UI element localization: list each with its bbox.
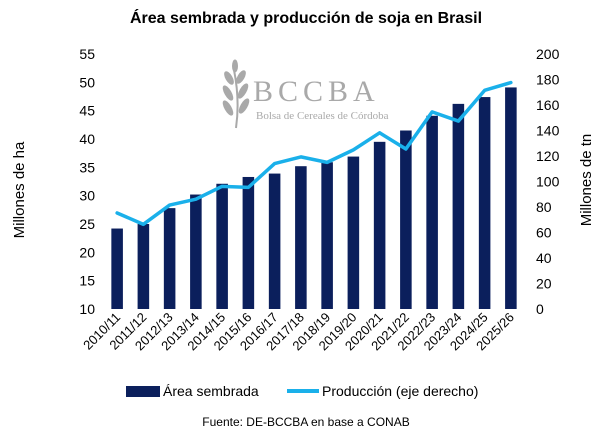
y-tick-right: 140 xyxy=(536,123,560,139)
bar xyxy=(163,208,176,309)
bar xyxy=(400,130,412,309)
y-tick-left: 30 xyxy=(79,188,95,204)
bar xyxy=(242,176,255,309)
y-tick-left: 50 xyxy=(79,74,95,90)
legend-label-area: Área sembrada xyxy=(163,383,259,399)
chart-title: Área sembrada y producción de soja en Br… xyxy=(130,8,482,27)
y-tick-right: 40 xyxy=(536,250,552,266)
y-axis-left: 10 15 20 25 30 35 40 45 50 55 xyxy=(79,46,95,317)
y-tick-right: 20 xyxy=(536,276,552,292)
bar xyxy=(216,183,228,309)
y-tick-right: 160 xyxy=(536,97,560,113)
line-group xyxy=(115,80,513,227)
bars-group xyxy=(111,87,517,310)
bar xyxy=(295,166,307,309)
y-tick-left: 10 xyxy=(79,301,95,317)
y-axis-left-label: Millones de ha xyxy=(11,141,28,238)
y-tick-right: 120 xyxy=(536,148,560,164)
y-tick-left: 45 xyxy=(79,103,95,119)
y-tick-right: 0 xyxy=(536,301,544,317)
bar xyxy=(111,228,123,309)
watermark-name: BCCBA xyxy=(253,75,380,108)
y-tick-left: 35 xyxy=(79,159,95,175)
wheat-icon xyxy=(222,59,250,129)
y-axis-right-label: Millones de tn xyxy=(578,134,595,227)
legend-label-production: Producción (eje derecho) xyxy=(322,383,478,399)
source-note: Fuente: DE-BCCBA en base a CONAB xyxy=(202,415,409,429)
bar xyxy=(426,115,438,310)
y-tick-right: 200 xyxy=(536,46,560,62)
bar xyxy=(268,173,281,309)
y-tick-left: 15 xyxy=(79,273,95,289)
watermark: BCCBA Bolsa de Cereales de Córdoba xyxy=(222,59,389,129)
y-tick-left: 20 xyxy=(79,244,95,260)
watermark-subtitle: Bolsa de Cereales de Córdoba xyxy=(256,110,389,122)
y-tick-left: 25 xyxy=(79,216,95,232)
x-axis: 2010/112011/122012/132013/142014/152015/… xyxy=(80,310,517,354)
y-tick-right: 80 xyxy=(536,199,552,215)
bar xyxy=(347,156,360,309)
y-tick-right: 60 xyxy=(536,225,552,241)
bar xyxy=(137,224,150,309)
y-tick-left: 40 xyxy=(79,131,95,147)
y-axis-right: 0 20 40 60 80 100 120 140 160 180 200 xyxy=(536,46,560,317)
bar xyxy=(190,194,202,309)
bar xyxy=(505,87,517,310)
production-line xyxy=(115,80,513,227)
legend-swatch-area xyxy=(126,386,160,397)
bar xyxy=(452,103,465,310)
y-tick-left: 55 xyxy=(79,46,95,62)
y-tick-right: 180 xyxy=(536,72,560,88)
bar xyxy=(321,162,333,309)
legend: Área sembrada Producción (eje derecho) xyxy=(126,383,478,399)
bar xyxy=(373,141,386,309)
bar xyxy=(478,97,491,309)
y-tick-right: 100 xyxy=(536,174,560,190)
